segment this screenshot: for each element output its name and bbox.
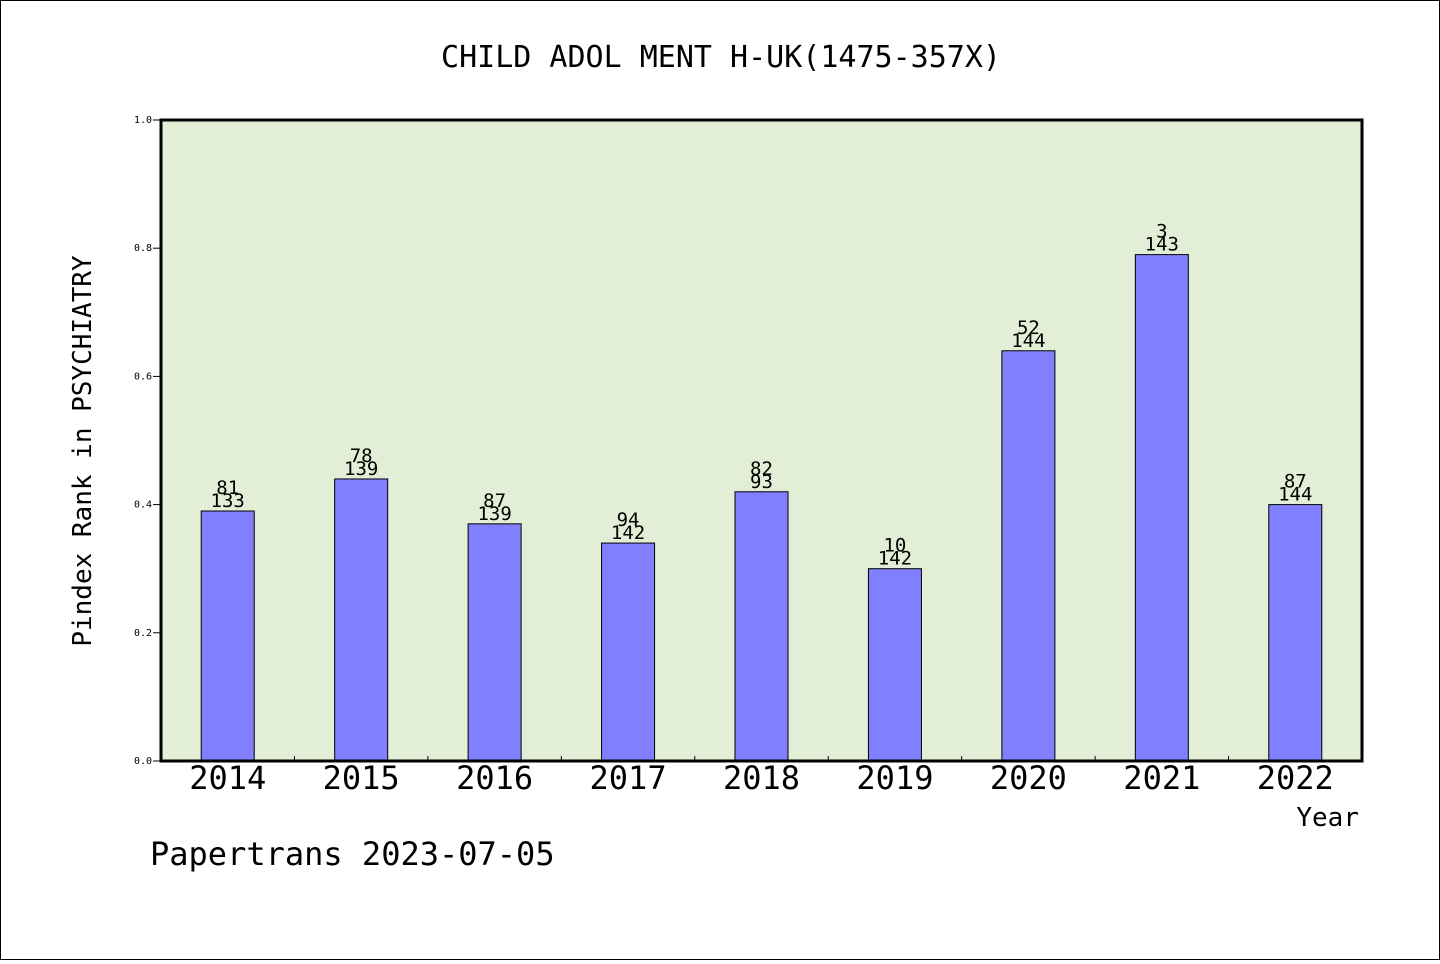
chart-title: CHILD ADOL MENT H-UK(1475-357X) — [441, 40, 1001, 75]
x-tick-label: 2022 — [1257, 759, 1334, 797]
x-axis-label: Year — [1296, 803, 1359, 833]
x-tick-label: 2019 — [856, 759, 933, 797]
bar-rank-label: 82 — [750, 458, 773, 480]
bar-2015 — [334, 478, 389, 762]
plot-border — [159, 118, 1364, 763]
x-tick-label: 2017 — [590, 759, 667, 797]
bar-total-label: 93 — [750, 471, 773, 493]
y-axis: 0.0 0.2 0.4 0.6 0.8 1.0 — [134, 115, 161, 767]
y-tick-label: 0.0 — [134, 756, 152, 767]
y-tick-label: 0.4 — [134, 500, 152, 511]
bar-2020 — [1001, 350, 1056, 762]
bar-total-label: 142 — [878, 548, 912, 570]
bar-total-label: 133 — [211, 490, 245, 512]
bar-total-label: 139 — [344, 458, 378, 480]
x-tick-label: 2014 — [189, 759, 266, 797]
y-tick-label: 0.6 — [134, 371, 152, 382]
bar-total-label: 143 — [1145, 234, 1179, 256]
bar-rank-label: 3 — [1156, 221, 1167, 243]
bar-2021 — [1134, 254, 1189, 762]
bar-rank-label: 52 — [1017, 317, 1040, 339]
bar-total-label: 142 — [611, 522, 645, 544]
bar-2018 — [734, 491, 789, 762]
bar-2014 — [200, 510, 255, 762]
x-tick-label: 2021 — [1123, 759, 1200, 797]
bar-2016 — [467, 523, 522, 762]
bar-rank-label: 10 — [883, 535, 906, 557]
x-tick-label: 2015 — [323, 759, 400, 797]
bars-layer — [200, 254, 1323, 762]
y-tick-label: 1.0 — [134, 115, 152, 126]
y-axis-label: Pindex Rank in PSYCHIATRY — [68, 255, 98, 647]
x-axis: 2014 2015 2016 2017 2018 2019 2020 2021 2022 — [189, 756, 1334, 797]
bar-2019 — [867, 568, 922, 762]
bar-rank-label: 78 — [350, 445, 373, 467]
bar-rank-label: 87 — [483, 490, 506, 512]
bar-total-label: 144 — [1278, 484, 1312, 506]
x-tick-label: 2020 — [990, 759, 1067, 797]
bar-2017 — [601, 542, 656, 762]
x-tick-label: 2016 — [456, 759, 533, 797]
bar-rank-label: 81 — [216, 477, 239, 499]
footer-credit: Papertrans 2023-07-05 — [150, 835, 555, 873]
bar-total-label: 144 — [1011, 330, 1045, 352]
bar-rank-label: 87 — [1284, 471, 1307, 493]
y-tick-label: 0.2 — [134, 628, 152, 639]
bar-2022 — [1268, 504, 1323, 762]
x-tick-label: 2018 — [723, 759, 800, 797]
bar-total-label: 139 — [477, 503, 511, 525]
bar-rank-label: 94 — [617, 509, 640, 531]
y-tick-label: 0.8 — [134, 243, 152, 254]
